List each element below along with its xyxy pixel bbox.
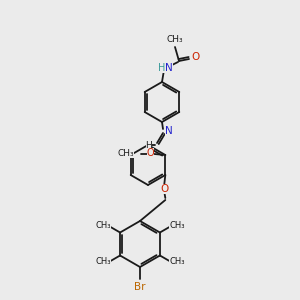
- Text: N: N: [165, 126, 173, 136]
- Text: O: O: [192, 52, 200, 62]
- Text: N: N: [165, 63, 173, 73]
- Text: O: O: [160, 184, 168, 194]
- Text: H: H: [146, 142, 152, 151]
- Text: O: O: [146, 148, 154, 158]
- Text: CH₃: CH₃: [118, 148, 134, 158]
- Text: CH₃: CH₃: [169, 257, 185, 266]
- Text: CH₃: CH₃: [95, 257, 110, 266]
- Text: Br: Br: [134, 282, 146, 292]
- Text: CH₃: CH₃: [95, 221, 110, 230]
- Text: CH₃: CH₃: [167, 34, 183, 43]
- Text: CH₃: CH₃: [169, 221, 185, 230]
- Text: H: H: [158, 63, 166, 73]
